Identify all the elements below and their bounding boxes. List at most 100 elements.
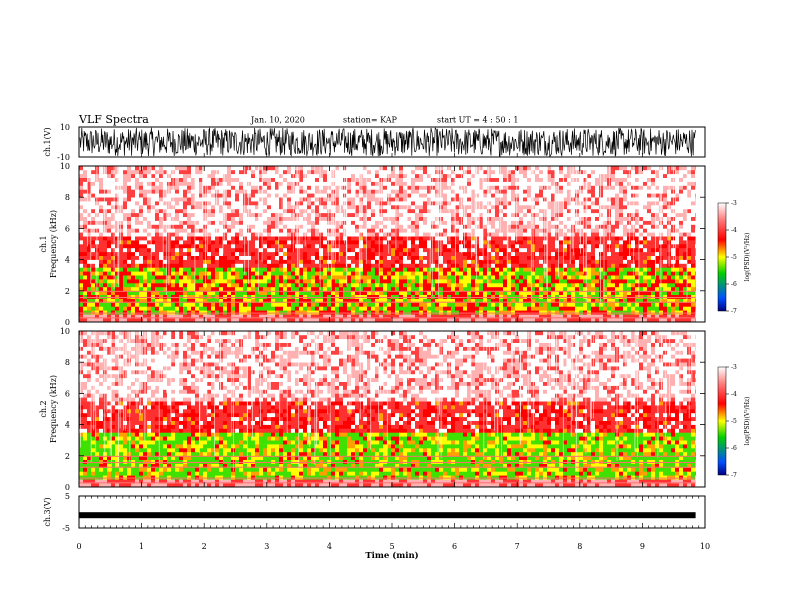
spectrogram-cell xyxy=(551,267,555,272)
spectrogram-cell xyxy=(523,240,527,245)
spectrogram-cell xyxy=(591,201,595,206)
spectrogram-cell xyxy=(655,314,659,319)
spectrogram-cell xyxy=(479,283,483,288)
spectrogram-cell xyxy=(495,263,499,268)
spectrogram-cell xyxy=(275,298,279,303)
spectrogram-cell xyxy=(163,263,167,268)
spectrogram-cell xyxy=(695,306,696,311)
spectrogram-cell xyxy=(259,314,263,319)
spectrogram-cell xyxy=(239,290,243,295)
spectrogram-cell xyxy=(299,286,303,292)
spectrogram-cell xyxy=(407,232,411,237)
spectrogram-cell xyxy=(687,224,691,229)
spectrogram-cell xyxy=(551,228,555,233)
spectrogram-cell xyxy=(527,232,531,237)
spectrogram-cell xyxy=(543,283,547,288)
spectrogram-cell xyxy=(399,290,403,295)
spectrogram-cell xyxy=(191,251,195,256)
spectrogram-cell xyxy=(603,275,607,280)
spectrogram-cell xyxy=(567,271,571,276)
spectrogram-cell xyxy=(459,302,463,307)
spectrogram-cell xyxy=(523,224,527,229)
spectrogram-cell xyxy=(663,310,667,315)
spectrogram-cell xyxy=(651,197,655,202)
spectrogram-cell xyxy=(147,224,151,229)
spectrogram-cell xyxy=(431,314,435,319)
spectrogram-cell xyxy=(367,310,371,315)
spectrogram-cell xyxy=(483,224,487,229)
spectrogram-cell xyxy=(119,298,123,303)
spectrogram-cell xyxy=(99,275,103,280)
spectrogram-cell xyxy=(591,255,595,260)
spectrogram-cell xyxy=(595,275,599,280)
spectrogram-cell xyxy=(227,279,231,284)
spectrogram-cell xyxy=(419,251,423,256)
spectrogram-cell xyxy=(583,271,587,276)
spectrogram-cell xyxy=(407,228,411,233)
spectrogram-cell xyxy=(571,310,575,315)
spectrogram-cell xyxy=(271,197,275,202)
spectrogram-cell xyxy=(639,208,643,214)
spectrogram-cell xyxy=(683,201,687,206)
spectrogram-cell xyxy=(131,294,135,299)
spectrogram-cell xyxy=(251,197,255,202)
spectrogram-cell xyxy=(687,290,691,295)
spectrogram-cell xyxy=(599,263,603,268)
spectrogram-cell xyxy=(295,294,299,299)
spectrogram-cell xyxy=(603,306,607,311)
spectrogram-cell xyxy=(123,286,127,292)
spectrogram-cell xyxy=(115,236,119,241)
spectrogram-cell xyxy=(667,286,671,292)
spectrogram-cell xyxy=(147,236,151,241)
spectrogram-cell xyxy=(567,310,571,315)
spectrogram-cell xyxy=(655,263,659,268)
spectrogram-cell xyxy=(587,314,591,319)
spectrogram-cell xyxy=(431,275,435,280)
spectrogram-cell xyxy=(335,318,339,323)
spectrogram-cell xyxy=(239,228,243,233)
spectrogram-cell xyxy=(563,314,567,319)
spectrogram-cell xyxy=(595,318,599,323)
spectrogram-cell xyxy=(163,247,167,253)
spectrogram-cell xyxy=(639,240,643,245)
spectrogram-cell xyxy=(491,310,495,315)
spectrogram-cell xyxy=(615,247,619,253)
spectrogram-cell xyxy=(187,212,191,217)
spectrogram-cell xyxy=(435,279,439,284)
spectrogram-cell xyxy=(327,220,331,225)
spectrogram-cell xyxy=(611,197,615,202)
spectrogram-cell xyxy=(455,240,459,245)
spectrogram-cell xyxy=(279,290,283,295)
spectrogram-cell xyxy=(407,255,411,260)
spectrogram-cell xyxy=(635,216,639,221)
spectrogram-cell xyxy=(451,263,455,268)
spectrogram-cell xyxy=(379,267,383,272)
spectrogram-cell xyxy=(523,216,527,221)
spectrogram-cell xyxy=(507,279,511,284)
spectrogram-cell xyxy=(547,263,551,268)
spectrogram-cell xyxy=(91,240,95,245)
spectrogram-cell xyxy=(691,251,695,256)
spectrogram-cell xyxy=(359,247,363,253)
spectrogram-cell xyxy=(319,259,323,264)
spectrogram-cell xyxy=(351,205,355,210)
spectrogram-cell xyxy=(395,255,399,260)
spectrogram-cell xyxy=(683,240,687,245)
spectrogram-cell xyxy=(311,236,315,241)
spectrogram-cell xyxy=(307,306,311,311)
spectrogram-cell xyxy=(179,205,183,210)
spectrogram-cell xyxy=(515,240,519,245)
spectrogram-cell xyxy=(179,244,183,249)
spectrogram-cell xyxy=(327,302,331,307)
spectrogram-cell xyxy=(631,201,635,206)
spectrogram-cell xyxy=(287,247,291,253)
spectrogram-cell xyxy=(391,286,395,292)
spectrogram-cell xyxy=(607,197,611,202)
spectrogram-cell xyxy=(447,294,451,299)
spectrogram-cell xyxy=(691,286,695,292)
spectrogram-cell xyxy=(691,247,695,253)
spectrogram-cell xyxy=(399,298,403,303)
spectrogram-cell xyxy=(91,314,95,319)
spectrogram-cell xyxy=(179,232,183,237)
spectrogram-cell xyxy=(359,232,363,237)
